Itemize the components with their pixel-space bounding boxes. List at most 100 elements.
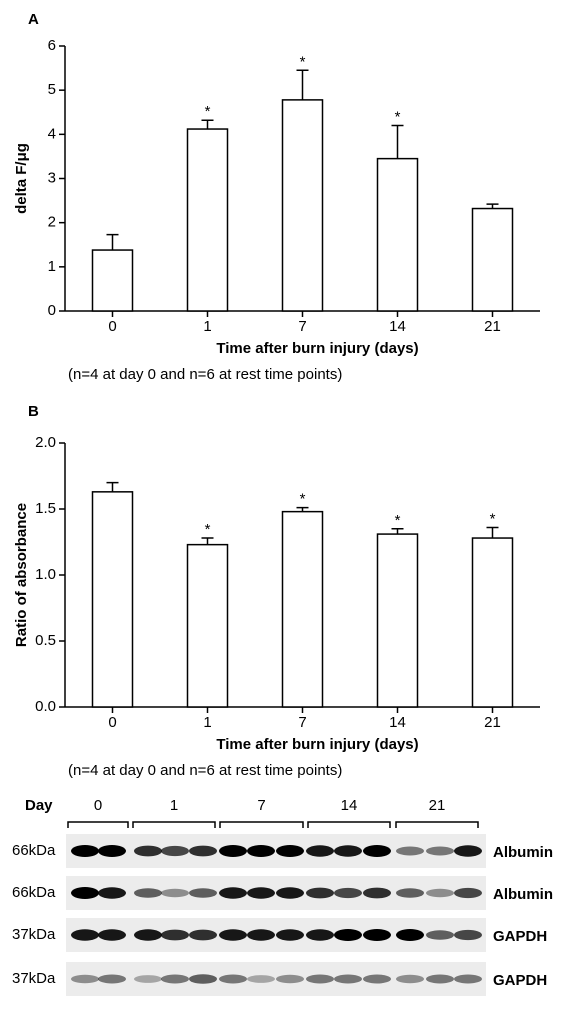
blot-band xyxy=(98,845,126,857)
significance-mark: * xyxy=(205,103,211,120)
band-size: 66kDa xyxy=(12,884,56,901)
day-label: 7 xyxy=(257,797,265,814)
x-tick-label: 1 xyxy=(203,714,211,731)
y-tick-label: 0.5 xyxy=(35,632,56,649)
blot-band xyxy=(189,888,217,898)
band-label: GAPDH xyxy=(493,972,547,989)
blot-band xyxy=(334,974,362,984)
significance-mark: * xyxy=(395,108,401,125)
x-tick-label: 7 xyxy=(298,318,306,335)
blot-band xyxy=(161,974,189,984)
error-bar xyxy=(391,528,404,535)
blot-strip xyxy=(66,962,486,996)
blot-band xyxy=(134,888,162,898)
x-axis-label: Time after burn injury (days) xyxy=(216,736,418,753)
bar xyxy=(186,543,229,708)
blot-band xyxy=(426,846,454,856)
blot-band xyxy=(306,845,334,857)
bar xyxy=(186,128,229,312)
blot-band xyxy=(363,974,391,984)
blot-band xyxy=(247,975,275,983)
blot-band xyxy=(426,888,454,898)
x-axis-label: Time after burn injury (days) xyxy=(216,340,418,357)
blot-band xyxy=(454,929,482,941)
x-tick-label: 1 xyxy=(203,318,211,335)
blot-band xyxy=(161,845,189,857)
blot-band xyxy=(247,929,275,941)
y-tick-label: 0.0 xyxy=(35,698,56,715)
significance-mark: * xyxy=(205,521,211,538)
panel-letter: A xyxy=(28,11,39,28)
blot-band xyxy=(71,929,99,941)
error-bar xyxy=(391,124,404,159)
bar xyxy=(91,491,134,708)
bar xyxy=(281,99,324,312)
panel-letter: B xyxy=(28,403,39,420)
blot-band xyxy=(396,888,424,898)
error-bar xyxy=(486,526,499,539)
blot-band xyxy=(219,887,247,899)
blot-band xyxy=(454,845,482,857)
band-size: 37kDa xyxy=(12,926,56,943)
lane-bracket xyxy=(307,821,391,828)
y-tick-label: 1.5 xyxy=(35,500,56,517)
error-bar xyxy=(296,69,309,100)
error-bar xyxy=(201,119,214,130)
bar xyxy=(471,537,514,708)
y-tick-label: 4 xyxy=(48,125,56,142)
blot-band xyxy=(426,974,454,984)
y-tick-label: 3 xyxy=(48,169,56,186)
blot-band xyxy=(134,929,162,941)
blot-band xyxy=(306,974,334,984)
x-tick-label: 14 xyxy=(389,318,406,335)
blot-band xyxy=(189,974,217,984)
x-tick-label: 21 xyxy=(484,714,501,731)
band-label: Albumin xyxy=(493,844,553,861)
note: (n=4 at day 0 and n=6 at rest time point… xyxy=(68,762,342,779)
blot-band xyxy=(161,929,189,941)
day-label: 1 xyxy=(170,797,178,814)
blot-band xyxy=(219,929,247,941)
blot-band xyxy=(454,974,482,984)
blot-band xyxy=(454,887,482,899)
lane-bracket xyxy=(132,821,216,828)
x-tick-label: 14 xyxy=(389,714,406,731)
blot-band xyxy=(189,929,217,941)
bar xyxy=(281,510,324,708)
x-tick-label: 0 xyxy=(108,318,116,335)
blot-band xyxy=(306,887,334,899)
significance-mark: * xyxy=(490,510,496,527)
blot-band xyxy=(306,929,334,941)
band-label: Albumin xyxy=(493,886,553,903)
error-bar xyxy=(201,537,214,545)
band-label: GAPDH xyxy=(493,928,547,945)
blot-band xyxy=(276,974,304,984)
significance-mark: * xyxy=(300,491,306,508)
y-tick-label: 1 xyxy=(48,258,56,275)
blot-band xyxy=(247,845,275,857)
blot-band xyxy=(71,887,99,899)
lane-bracket xyxy=(67,821,129,828)
band-size: 66kDa xyxy=(12,842,56,859)
blot-band xyxy=(134,845,162,857)
y-tick-label: 2 xyxy=(48,214,56,231)
blot-band xyxy=(161,888,189,898)
day-label: 14 xyxy=(341,797,358,814)
blot-band xyxy=(334,929,362,941)
blot-band xyxy=(71,845,99,857)
error-bar xyxy=(106,233,119,251)
blot-band xyxy=(98,887,126,899)
x-tick-label: 7 xyxy=(298,714,306,731)
y-tick-label: 0 xyxy=(48,302,56,319)
blot-band xyxy=(334,845,362,857)
blot-band xyxy=(219,845,247,857)
y-axis-label: delta F/μg xyxy=(13,143,30,214)
blot-band xyxy=(396,846,424,856)
blot-band xyxy=(426,930,454,940)
bar xyxy=(376,533,419,708)
blot-band xyxy=(276,929,304,941)
significance-mark: * xyxy=(300,53,306,70)
lane-bracket xyxy=(395,821,479,828)
blot-band xyxy=(276,845,304,857)
